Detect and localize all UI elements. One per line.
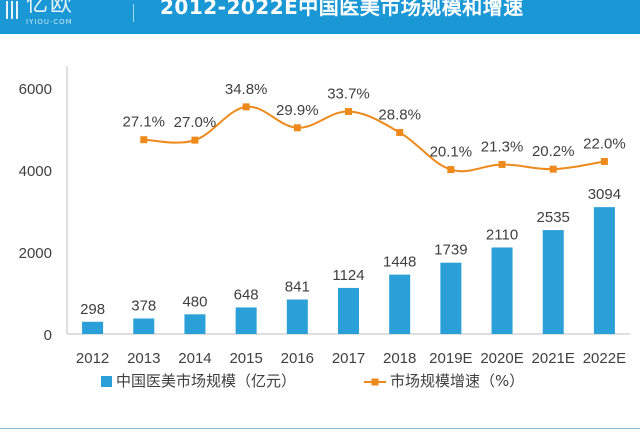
legend-bar-label: 中国医美市场规模（亿元） <box>116 372 296 390</box>
x-tick-label: 2013 <box>127 350 160 367</box>
bar-value-label: 378 <box>131 298 156 315</box>
x-tick-label: 2012 <box>76 350 109 367</box>
bar-value-label: 3094 <box>588 186 621 203</box>
bar-value-label: 298 <box>80 301 105 318</box>
growth-rate-label: 20.1% <box>430 144 473 161</box>
bar-value-label: 480 <box>182 293 207 310</box>
bar-value-label: 2110 <box>486 226 518 243</box>
legend-bar-swatch <box>101 376 112 387</box>
growth-rate-label: 33.7% <box>327 86 370 103</box>
bar-value-label: 1124 <box>332 267 364 284</box>
growth-rate-label: 34.8% <box>225 81 268 98</box>
x-tick-label: 2019E <box>429 350 472 367</box>
growth-rate-label: 21.3% <box>481 138 524 155</box>
logo: 亿欧 IYIOU·COM <box>6 0 74 26</box>
bar-value-label: 1448 <box>383 254 416 271</box>
x-tick-label: 2018 <box>383 350 416 367</box>
legend-line-label: 市场规模增速（%） <box>390 372 524 390</box>
x-tick-label: 2014 <box>178 350 211 367</box>
growth-rate-marker <box>345 108 352 116</box>
x-tick-label: 2020E <box>480 350 523 367</box>
growth-rate-marker <box>293 124 301 132</box>
bar <box>491 247 513 334</box>
y-tick-label: 2000 <box>19 245 52 262</box>
growth-rate-label: 22.0% <box>583 135 626 152</box>
bar <box>184 314 206 334</box>
header-divider <box>133 4 134 22</box>
bar <box>82 321 104 334</box>
x-tick-label: 2015 <box>229 350 262 367</box>
header-banner: 亿欧 IYIOU·COM 2012-2022E中国医美市场规模和增速 <box>0 0 640 34</box>
bar <box>133 318 155 334</box>
logo-name: 亿欧 <box>26 0 75 17</box>
growth-rate-marker <box>498 160 506 168</box>
growth-rate-label: 29.9% <box>276 102 319 119</box>
bar-value-label: 2535 <box>537 209 570 226</box>
growth-rate-marker <box>447 166 455 174</box>
bar-value-label: 1739 <box>434 242 467 259</box>
bar <box>440 262 462 334</box>
bar-value-label: 648 <box>234 286 259 303</box>
y-tick-label: 4000 <box>19 163 52 180</box>
y-tick-label: 0 <box>44 327 52 344</box>
growth-rate-marker <box>140 136 148 144</box>
growth-rate-label: 27.1% <box>122 114 165 131</box>
footer-divider <box>0 428 640 429</box>
bar <box>389 274 411 334</box>
bar <box>542 230 564 334</box>
bar <box>235 307 257 334</box>
growth-rate-marker <box>191 136 199 144</box>
growth-rate-label: 28.8% <box>378 106 421 123</box>
legend-line-marker <box>371 378 379 386</box>
x-tick-label: 2017 <box>332 350 365 367</box>
bar-value-label: 841 <box>285 279 310 296</box>
page-title: 2012-2022E中国医美市场规模和增速 <box>160 0 524 19</box>
x-tick-label: 2022E <box>583 350 626 367</box>
growth-rate-marker <box>396 128 404 136</box>
growth-rate-marker <box>600 157 608 165</box>
growth-rate-line <box>143 105 605 173</box>
bar <box>338 287 359 334</box>
x-tick-label: 2016 <box>281 350 314 367</box>
logo-mark-icon <box>6 1 20 19</box>
x-tick-label: 2021E <box>532 350 575 367</box>
bar <box>286 299 308 334</box>
y-tick-label: 6000 <box>19 81 52 98</box>
growth-rate-label: 20.2% <box>532 143 575 160</box>
growth-rate-marker <box>549 165 557 173</box>
bar <box>593 207 615 334</box>
growth-rate-label: 27.0% <box>174 114 217 131</box>
logo-subtitle: IYIOU·COM <box>26 18 73 26</box>
growth-rate-marker <box>242 103 250 111</box>
